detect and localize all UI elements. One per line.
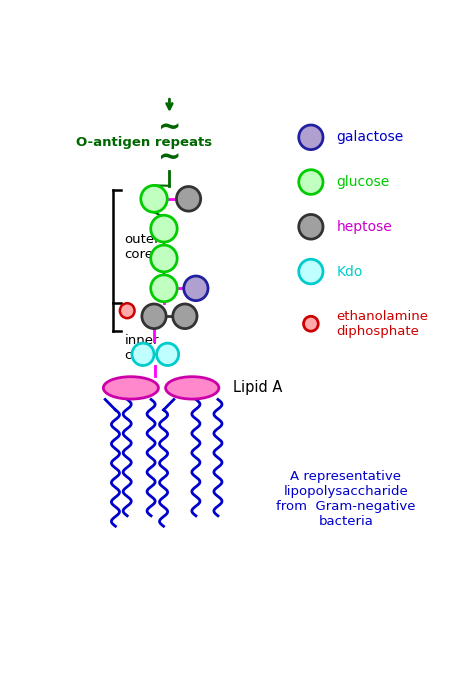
Text: heptose: heptose <box>337 220 392 234</box>
Ellipse shape <box>103 377 158 399</box>
Text: Lipid A: Lipid A <box>233 380 282 395</box>
Ellipse shape <box>165 377 219 399</box>
Circle shape <box>142 304 166 329</box>
Text: galactose: galactose <box>337 130 404 144</box>
Circle shape <box>299 214 323 239</box>
Text: outer
core: outer core <box>124 233 160 261</box>
Circle shape <box>151 215 177 242</box>
Text: ~: ~ <box>158 144 181 172</box>
Circle shape <box>176 186 201 211</box>
Circle shape <box>303 316 318 332</box>
Circle shape <box>299 125 323 150</box>
Text: inner
core: inner core <box>124 334 159 362</box>
Circle shape <box>141 185 167 212</box>
Text: ethanolamine
diphosphate: ethanolamine diphosphate <box>337 310 428 338</box>
Circle shape <box>184 276 208 300</box>
Text: glucose: glucose <box>337 175 390 189</box>
Circle shape <box>120 303 135 318</box>
Circle shape <box>156 343 179 365</box>
Text: Kdo: Kdo <box>337 264 363 279</box>
Text: O-antigen repeats: O-antigen repeats <box>76 136 212 149</box>
Text: A representative
lipopolysaccharide
from  Gram-negative
bacteria: A representative lipopolysaccharide from… <box>276 470 416 528</box>
Circle shape <box>299 170 323 195</box>
Circle shape <box>151 275 177 302</box>
Circle shape <box>299 259 323 284</box>
Text: ~: ~ <box>158 114 181 142</box>
Circle shape <box>173 304 197 329</box>
Circle shape <box>151 245 177 272</box>
Circle shape <box>132 343 154 365</box>
